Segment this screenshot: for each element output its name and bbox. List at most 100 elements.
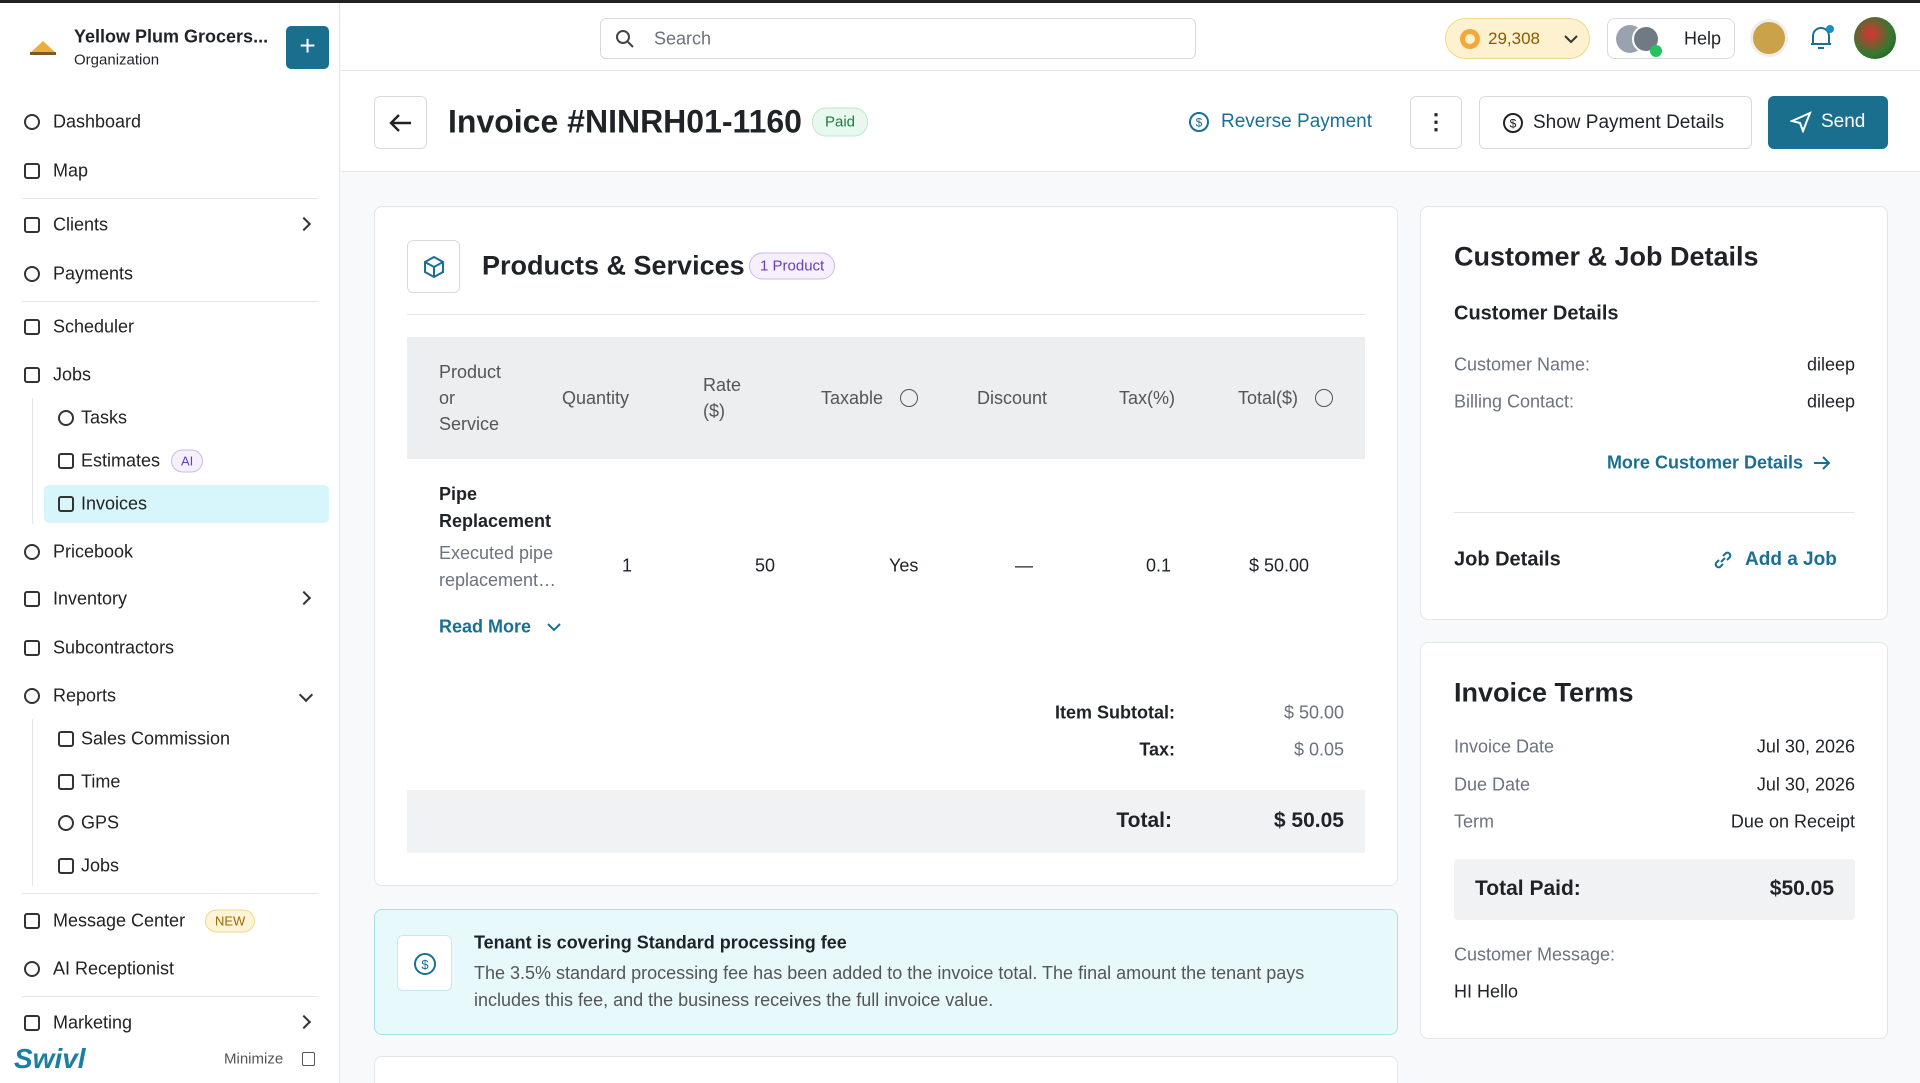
message-label: Customer Message: (1454, 944, 1616, 965)
fee-icon-box: $ (397, 935, 452, 991)
chevron (298, 687, 314, 703)
more-button[interactable]: ⋮ (1410, 96, 1462, 149)
job-heading: Job Details (1454, 548, 1561, 571)
nav-item[interactable]: Time (81, 771, 121, 792)
column-header: Tax(%) (1119, 388, 1176, 408)
nav-item[interactable]: Jobs (81, 855, 120, 876)
nav-icon (24, 266, 40, 282)
send-button[interactable]: Send (1768, 96, 1888, 149)
add-job[interactable]: Add a Job (1745, 549, 1837, 570)
button-label: Send (1821, 111, 1866, 132)
profile-avatar[interactable] (1854, 17, 1896, 59)
nav-item[interactable]: Pricebook (53, 541, 134, 562)
subtotal-label: Item Subtotal: (1055, 702, 1175, 723)
reward-icon[interactable] (1750, 19, 1788, 57)
fee-body: The 3.5% standard processing fee has bee… (474, 963, 1305, 1010)
nav-item[interactable]: Tasks (81, 407, 128, 428)
brand: Swivl (14, 1043, 86, 1074)
column-header: Rate ($) (703, 375, 742, 421)
tree-line (32, 398, 33, 524)
nav-item[interactable]: Scheduler (53, 316, 135, 337)
link-icon (1714, 551, 1732, 569)
nav-icon (58, 496, 74, 512)
nav-item[interactable]: Subcontractors (53, 637, 175, 658)
customer-job-card: Customer & Job Details Customer Details … (1420, 206, 1888, 620)
notification-icon[interactable] (1808, 24, 1834, 52)
back-button[interactable] (374, 96, 427, 149)
subtotal: $ 50.00 (1283, 702, 1344, 723)
read-more[interactable]: Read More (439, 616, 532, 637)
divider (22, 198, 318, 199)
nav-icon (24, 217, 40, 233)
chevron (296, 590, 312, 606)
more-customer-details[interactable]: More Customer Details (1606, 452, 1803, 473)
help-button[interactable]: Help (1607, 18, 1735, 59)
fee-notice: $ Tenant is covering Standard processing… (374, 909, 1398, 1035)
nav-item[interactable]: Marketing (53, 1012, 133, 1033)
active-highlight (44, 485, 329, 523)
button-label: Show Payment Details (1533, 112, 1725, 133)
nav-item[interactable]: Sales Commission (81, 728, 231, 749)
nav-item[interactable]: Invoices (81, 493, 148, 514)
total-paid-band: Total Paid: $50.05 (1454, 859, 1855, 920)
payment-icon: $ (1503, 113, 1523, 133)
sidebar: Yellow Plum Grocers... Organization + Sw… (0, 3, 340, 1083)
cell-total: $ 50.00 (1249, 555, 1310, 576)
nav-icon (24, 913, 40, 929)
nav-icon (24, 367, 40, 383)
nav-icon (58, 774, 74, 790)
fee-title: Tenant is covering Standard processing f… (474, 932, 847, 953)
nav-item[interactable]: Reports (53, 685, 117, 706)
nav-item[interactable]: Inventory (53, 588, 128, 609)
nav-icon (58, 731, 74, 747)
show-payment-details-button[interactable]: $ Show Payment Details (1479, 96, 1752, 149)
product-description: Executed pipe replacement… (439, 543, 557, 590)
field-value: Due on Receipt (1730, 811, 1855, 832)
nav-item[interactable]: Dashboard (53, 111, 142, 132)
payment-icon: $ (414, 953, 436, 975)
search-box[interactable]: Search (600, 18, 1196, 59)
count-badge: 1 Product (749, 252, 836, 280)
org-logo (30, 41, 56, 55)
nav-item[interactable]: Message Center (53, 910, 186, 931)
cell-quantity: 1 (622, 555, 633, 576)
tax: $ 0.05 (1293, 739, 1344, 760)
minimize[interactable]: Minimize (224, 1050, 284, 1068)
customer-heading: Customer Details (1454, 302, 1619, 325)
help: Help (1684, 28, 1722, 49)
minimize-icon[interactable] (302, 1052, 315, 1066)
nav-icon (24, 591, 40, 607)
field-label: Due Date (1454, 774, 1531, 794)
column-header: Total($) (1238, 388, 1299, 408)
nav-icon (58, 453, 74, 469)
nav-item[interactable]: Estimates (81, 450, 161, 471)
nav-item[interactable]: Jobs (53, 364, 92, 385)
chevron (296, 216, 312, 232)
cell-taxable: Yes (889, 555, 919, 576)
nav-item[interactable]: AI Receptionist (53, 958, 175, 979)
products-card: Products & Services 1 Product Product or… (374, 206, 1398, 886)
reverse-payment[interactable]: Reverse Payment (1221, 111, 1373, 132)
nav-item[interactable]: Payments (53, 263, 134, 284)
products-icon-box (407, 240, 460, 293)
divider (22, 996, 318, 997)
nav-item[interactable]: Clients (53, 214, 109, 235)
new-badge: NEW (205, 909, 256, 933)
message: HI Hello (1454, 981, 1519, 1002)
add-button[interactable]: + (286, 26, 329, 69)
nav-icon (58, 858, 74, 874)
search-placeholder: Search (654, 28, 712, 49)
send-icon (1790, 111, 1812, 133)
field-value: Jul 30, 2026 (1756, 736, 1855, 757)
nav-icon (24, 640, 40, 656)
coins-pill[interactable]: 29,308 (1445, 18, 1590, 59)
nav-icon (24, 688, 40, 704)
field-value: dileep (1806, 354, 1855, 375)
nav-icon (24, 114, 40, 130)
nav-item[interactable]: Map (53, 160, 89, 181)
cell-discount: — (1015, 555, 1033, 576)
column-header: Taxable (821, 388, 884, 408)
field-value: Jul 30, 2026 (1756, 774, 1855, 794)
svg-text:$: $ (421, 957, 429, 972)
nav-item[interactable]: GPS (81, 812, 120, 833)
